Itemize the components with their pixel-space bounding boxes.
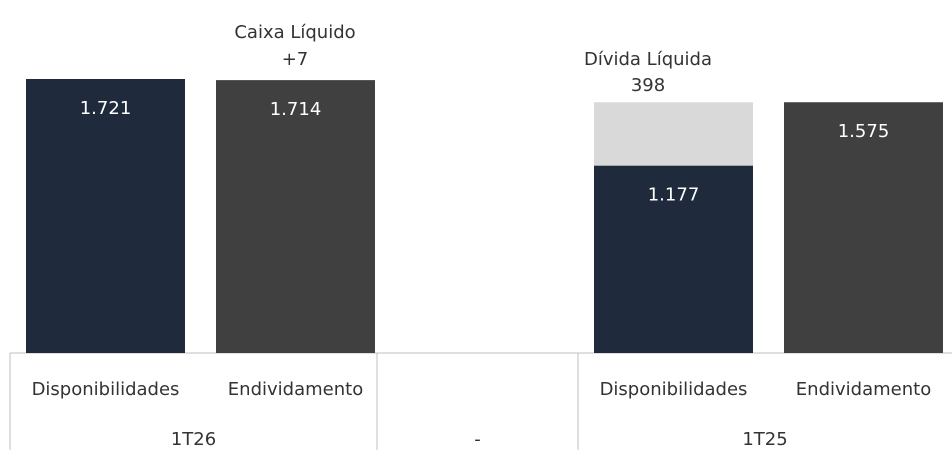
bar-segment [26,79,185,353]
group-label: - [474,429,481,450]
value-label: 1.177 [648,185,700,206]
bar-segment [594,102,753,166]
value-label: 1.714 [270,99,322,120]
category-label: Disponibilidades [600,379,748,400]
bar-segment [784,102,943,353]
category-label: Disponibilidades [32,379,180,400]
value-label: 1.721 [80,98,132,119]
bar-segment [594,165,753,353]
annotation-value: +7 [282,49,309,70]
group-label: 1T25 [742,429,787,450]
value-label: 1.575 [838,121,890,142]
category-label: Endividamento [796,379,931,400]
bar-segment [216,80,375,353]
annotation-title: Dívida Líquida [584,49,712,70]
group-label: 1T26 [171,429,216,450]
annotation-title: Caixa Líquido [234,22,355,43]
category-label: Endividamento [228,379,363,400]
annotation-value: 398 [631,75,665,96]
